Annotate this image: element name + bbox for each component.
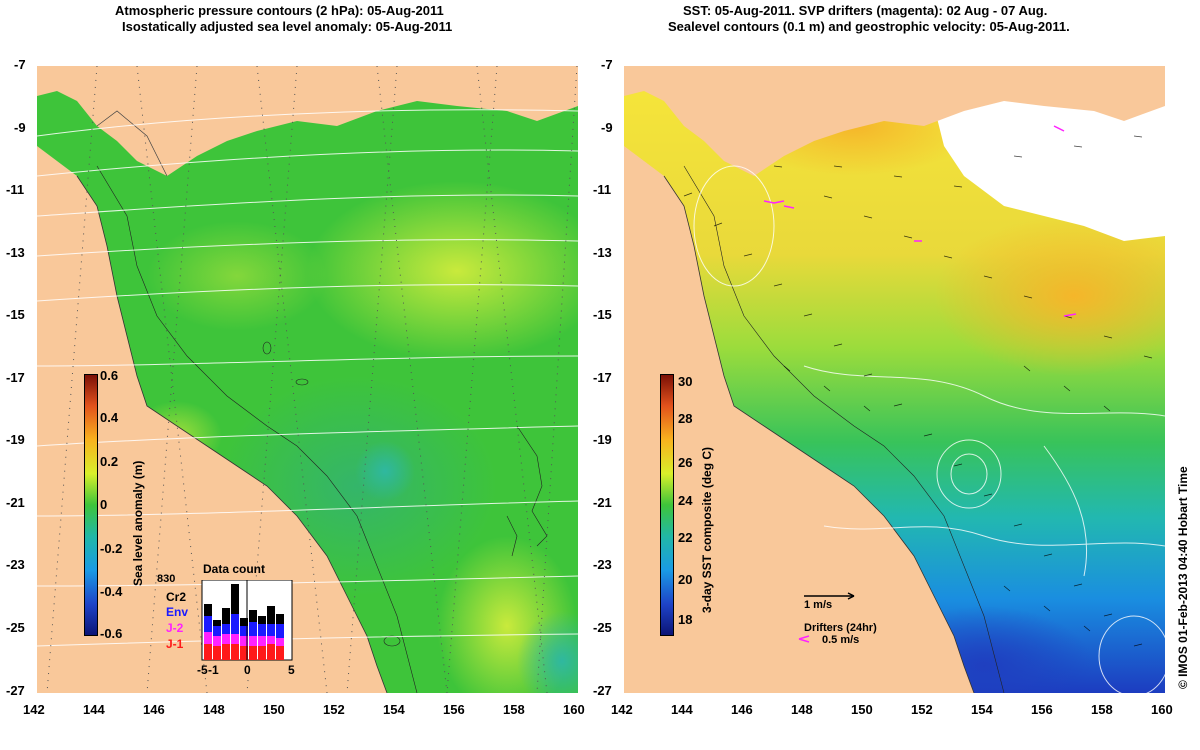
right-lat-tick: -19 [593, 432, 612, 447]
inset-series-j1: J-1 [166, 637, 184, 651]
right-lon-tick: 148 [791, 702, 813, 717]
left-cbar-tick-0.2: 0.2 [100, 454, 119, 469]
right-cbar-tick-24: 24 [678, 493, 693, 508]
australia-land [37, 146, 387, 693]
left-lon-tick: 150 [263, 702, 285, 717]
right-cbar-tick-20: 20 [678, 572, 693, 587]
left-lat-tick: -23 [6, 557, 25, 572]
left-lat-tick: -25 [6, 620, 25, 635]
left-lat-tick: -7 [14, 57, 26, 72]
right-lat-tick: -15 [593, 307, 612, 322]
right-lon-tick: 152 [911, 702, 933, 717]
right-colorbar [660, 374, 674, 636]
right-lon-tick: 144 [671, 702, 693, 717]
right-cbar-tick-30: 30 [678, 374, 693, 389]
right-lon-tick: 154 [971, 702, 993, 717]
left-lat-tick: -21 [6, 495, 25, 510]
left-cbar-tick-neg0.4: -0.4 [100, 584, 123, 599]
right-lat-tick: -17 [593, 370, 612, 385]
left-lon-tick: 144 [83, 702, 105, 717]
right-lon-tick: 146 [731, 702, 753, 717]
left-lat-tick: -11 [6, 182, 25, 197]
right-lon-tick: 156 [1031, 702, 1053, 717]
right-lat-tick: -21 [593, 495, 612, 510]
left-lon-tick: 154 [383, 702, 405, 717]
right-cbar-tick-28: 28 [678, 411, 693, 426]
inset-xtick-5: 5 [288, 663, 295, 677]
right-colorbar-label: 3-day SST composite (deg C) [700, 446, 714, 613]
left-lon-tick: 156 [443, 702, 465, 717]
right-lat-tick: -7 [601, 57, 613, 72]
left-lat-tick: -13 [6, 245, 25, 260]
left-lat-tick: -17 [6, 370, 25, 385]
left-cbar-tick-0.4: 0.4 [100, 410, 119, 425]
left-title-line1: Atmospheric pressure contours (2 hPa): 0… [115, 3, 444, 18]
right-cbar-tick-18: 18 [678, 612, 693, 627]
right-lon-tick: 158 [1091, 702, 1113, 717]
right-lon-tick: 150 [851, 702, 873, 717]
left-lon-tick: 152 [323, 702, 345, 717]
left-lon-tick: 160 [563, 702, 585, 717]
left-lat-tick: -15 [6, 307, 25, 322]
left-lat-tick: -9 [14, 120, 26, 135]
inset-series-j2: J-2 [166, 621, 184, 635]
new-guinea-land [37, 66, 578, 176]
australia-land-right [624, 146, 974, 693]
left-map [37, 66, 578, 693]
right-lat-tick: -25 [593, 620, 612, 635]
inset-bar-chart [201, 580, 293, 661]
right-cbar-tick-26: 26 [678, 455, 693, 470]
right-lat-tick: -11 [593, 182, 612, 197]
left-lon-tick: 148 [203, 702, 225, 717]
inset-max-label: 830 [157, 573, 176, 585]
right-map [624, 66, 1165, 693]
drifter-scale-arrow [798, 635, 810, 643]
right-lat-tick: -9 [601, 120, 613, 135]
left-colorbar [84, 374, 98, 636]
right-lon-tick: 142 [611, 702, 633, 717]
inset-xtick-0: 0 [244, 663, 251, 677]
right-cbar-tick-22: 22 [678, 530, 693, 545]
left-colorbar-label: Sea level anomaly (m) [131, 460, 145, 586]
left-cbar-tick-0.6: 0.6 [100, 368, 119, 383]
left-lat-tick: -27 [6, 683, 25, 698]
left-lon-tick: 158 [503, 702, 525, 717]
right-lat-tick: -13 [593, 245, 612, 260]
right-title-line2: Sealevel contours (0.1 m) and geostrophi… [668, 19, 1070, 34]
left-lon-tick: 146 [143, 702, 165, 717]
right-lat-tick: -23 [593, 557, 612, 572]
left-title-line2: Isostatically adjusted sea level anomaly… [122, 19, 453, 34]
left-cbar-tick-0: 0 [100, 497, 108, 512]
left-cbar-tick-neg0.2: -0.2 [100, 541, 123, 556]
left-lat-tick: -19 [6, 432, 25, 447]
inset-xtick-neg5: -5 [197, 663, 208, 677]
right-lon-tick: 160 [1151, 702, 1173, 717]
inset-series-cr2: Cr2 [166, 590, 187, 604]
inset-series-env: Env [166, 605, 189, 619]
left-lon-tick: 142 [23, 702, 45, 717]
new-guinea-land-right [624, 66, 1165, 176]
inset-xtick-neg1: -1 [208, 663, 219, 677]
left-cbar-tick-neg0.6: -0.6 [100, 626, 123, 641]
inset-title: Data count [203, 562, 266, 576]
right-title-line1: SST: 05-Aug-2011. SVP drifters (magenta)… [683, 3, 1048, 18]
drifter-title: Drifters (24hr) [804, 622, 877, 634]
imos-credit: © IMOS 01-Feb-2013 04:40 Hobart Time [1176, 466, 1190, 689]
drifter-scale-label: 0.5 m/s [822, 634, 860, 646]
right-lat-tick: -27 [593, 683, 612, 698]
velocity-scale-label: 1 m/s [804, 599, 833, 611]
